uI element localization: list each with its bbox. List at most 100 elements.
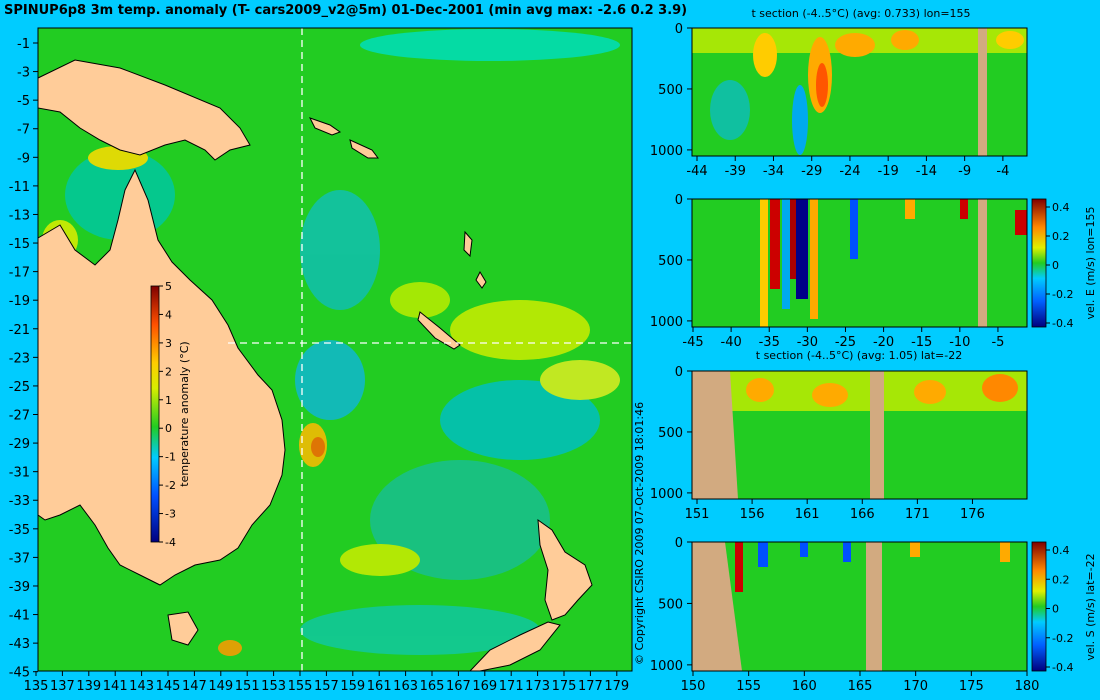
map-x-tick-label: 171 bbox=[499, 679, 524, 694]
section-1-x-tick-label: -19 bbox=[878, 164, 899, 179]
map-colorbar-tick-label: -3 bbox=[165, 508, 176, 521]
section-2-colorbar-label: vel. E (m/s) lon=155 bbox=[1084, 207, 1097, 320]
map-colorbar-tick-label: 0 bbox=[165, 422, 172, 435]
map-y-tick-label: -5 bbox=[17, 94, 30, 109]
map-y-tick-label: -29 bbox=[9, 437, 30, 452]
map-x-tick-label: 165 bbox=[420, 679, 445, 694]
map-x-tick-label: 159 bbox=[340, 679, 365, 694]
section-1-x-tick-label: -44 bbox=[686, 164, 707, 179]
section-3-x-tick-label: 171 bbox=[905, 507, 930, 522]
page-title: SPINUP6p8 3m temp. anomaly (T- cars2009_… bbox=[4, 3, 688, 18]
map-y-tick-label: -33 bbox=[9, 494, 30, 509]
new-zealand-north-island bbox=[537, 518, 593, 621]
map-x-tick-label: 145 bbox=[156, 679, 181, 694]
section-1-x-tick-label: -39 bbox=[725, 164, 746, 179]
map-colorbar-bar bbox=[150, 285, 160, 543]
map-y-tick-label: -21 bbox=[9, 323, 30, 338]
section-1-features bbox=[692, 28, 1027, 156]
map-x-tick-label: 163 bbox=[393, 679, 418, 694]
map-y-tick-label: -19 bbox=[9, 294, 30, 309]
section-2-y-tick-label: 500 bbox=[658, 254, 683, 269]
section-3-x-tick-label: 166 bbox=[850, 507, 875, 522]
map-colorbar-tick-label: -2 bbox=[165, 479, 176, 492]
map-x-tick-label: 143 bbox=[129, 679, 154, 694]
map-y-tick-label: -31 bbox=[9, 466, 30, 481]
map-colorbar-tick-label: 4 bbox=[165, 308, 172, 321]
map-y-tick-label: -15 bbox=[9, 237, 30, 252]
map-y-tick-label: -1 bbox=[17, 37, 30, 52]
map-x-tick-label: 151 bbox=[235, 679, 260, 694]
section-4-x-tick-label: 155 bbox=[736, 679, 761, 694]
section-4-y-axis: 0 500 1000 bbox=[650, 536, 692, 674]
section-2-x-axis: -45 -40 -35 -30 -25 -20 -15 -10 -5 bbox=[682, 327, 1004, 350]
section-2-y-tick-label: 1000 bbox=[650, 315, 683, 330]
map-x-tick-label: 157 bbox=[314, 679, 339, 694]
section-4-x-tick-label: 160 bbox=[792, 679, 817, 694]
section-4-x-tick-label: 150 bbox=[681, 679, 706, 694]
section-3-y-axis: 0 500 1000 bbox=[650, 365, 692, 502]
vanuatu-islands bbox=[463, 230, 487, 289]
section-3-x-tick-label: 176 bbox=[960, 507, 985, 522]
tasmania-landmass bbox=[167, 611, 199, 646]
section-4-x-tick-label: 165 bbox=[848, 679, 873, 694]
section-1-y-tick-label: 0 bbox=[675, 22, 683, 37]
map-y-tick-label: -45 bbox=[9, 666, 30, 681]
section-4-field bbox=[692, 542, 1027, 671]
map-y-tick-label: -13 bbox=[9, 208, 30, 223]
section-3-y-tick-label: 500 bbox=[658, 426, 683, 441]
map-x-tick-label: 137 bbox=[50, 679, 75, 694]
section-1-x-tick-label: -24 bbox=[839, 164, 860, 179]
section-2-colorbar-tick-label: 0.4 bbox=[1052, 201, 1070, 214]
section-2-x-tick-label: -25 bbox=[835, 335, 856, 350]
section-3-title: t section (-4..5°C) (avg: 1.05) lat=-22 bbox=[756, 349, 962, 362]
section-1-x-tick-label: -34 bbox=[763, 164, 784, 179]
map-anomaly-patterns bbox=[42, 29, 620, 656]
section-2-colorbar-tick-label: -0.2 bbox=[1052, 288, 1073, 301]
section-2-y-tick-label: 0 bbox=[675, 193, 683, 208]
map-colorbar-tick-label: 3 bbox=[165, 337, 172, 350]
map-colorbar: 5 4 3 2 1 0 -1 -2 -3 -4 temperature anomaly (°C) bbox=[150, 280, 191, 549]
map-colorbar-tick-label: 1 bbox=[165, 394, 172, 407]
section-2-features bbox=[760, 199, 1027, 327]
map-y-tick-label: -9 bbox=[17, 151, 30, 166]
map-colorbar-ticks: 5 4 3 2 1 0 -1 -2 -3 -4 bbox=[159, 280, 176, 549]
section-2-colorbar-tick-label: 0 bbox=[1052, 259, 1059, 272]
section-2-x-tick-label: -5 bbox=[991, 335, 1004, 350]
map-x-axis: 135 137 139 141 143 145 147 149 151 153 155 157 159 1… bbox=[24, 671, 629, 694]
map-y-tick-label: -39 bbox=[9, 580, 30, 595]
section-4-x-tick-label: 170 bbox=[903, 679, 928, 694]
map-y-tick-label: -11 bbox=[9, 180, 30, 195]
section-2-colorbar-ticks: 0.4 0.2 0 -0.2 -0.4 bbox=[1046, 201, 1073, 330]
section-4-colorbar-label: vel. S (m/s) lat=-22 bbox=[1084, 553, 1097, 660]
section-1-y-tick-label: 500 bbox=[658, 83, 683, 98]
map-x-tick-label: 139 bbox=[76, 679, 101, 694]
section-3-y-tick-label: 1000 bbox=[650, 487, 683, 502]
section-panel-4: 150 155 160 165 170 175 180 0 500 1000 0.4 0.2 0 -0… bbox=[650, 536, 1097, 694]
section-3-x-tick-label: 156 bbox=[740, 507, 765, 522]
section-4-y-tick-label: 500 bbox=[658, 597, 683, 612]
section-2-x-tick-label: -20 bbox=[873, 335, 894, 350]
map-x-tick-label: 161 bbox=[367, 679, 392, 694]
map-frame bbox=[37, 27, 633, 672]
section-2-colorbar-bar bbox=[1031, 198, 1047, 328]
section-4-y-tick-label: 0 bbox=[675, 536, 683, 551]
new-caledonia-landmass bbox=[417, 311, 461, 350]
map-x-tick-label: 155 bbox=[288, 679, 313, 694]
section-4-features bbox=[692, 542, 1010, 671]
section-1-x-tick-label: -29 bbox=[801, 164, 822, 179]
map-panel: 135 137 139 141 143 145 147 149 151 153 155 157 159 1… bbox=[9, 27, 646, 694]
section-4-colorbar-tick-label: 0.2 bbox=[1052, 573, 1070, 586]
section-4-colorbar-bar bbox=[1031, 541, 1047, 672]
section-1-x-tick-label: -4 bbox=[996, 164, 1009, 179]
section-2-colorbar-tick-label: 0.2 bbox=[1052, 230, 1070, 243]
section-4-colorbar-tick-label: 0 bbox=[1052, 603, 1059, 616]
map-y-tick-label: -41 bbox=[9, 609, 30, 624]
section-3-x-tick-label: 161 bbox=[795, 507, 820, 522]
map-x-tick-label: 177 bbox=[578, 679, 603, 694]
map-y-tick-label: -27 bbox=[9, 409, 30, 424]
section-2-x-tick-label: -35 bbox=[759, 335, 780, 350]
map-x-tick-label: 153 bbox=[261, 679, 286, 694]
map-x-tick-label: 141 bbox=[103, 679, 128, 694]
